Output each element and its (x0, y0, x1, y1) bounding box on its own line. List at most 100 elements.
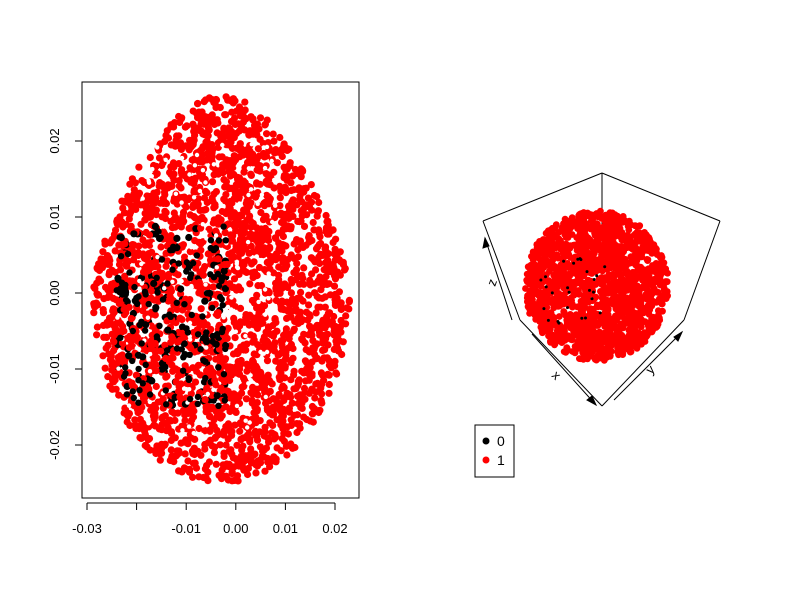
scatter-2d-point-class-1 (324, 370, 332, 378)
scatter-2d-point-class-1 (186, 248, 194, 256)
scatter-3d-point-class-1 (625, 217, 633, 225)
scatter-2d-point-class-1 (266, 243, 274, 252)
scatter-2d-point-class-0 (117, 334, 124, 341)
scatter-2d-point-class-1 (322, 211, 330, 220)
scatter-2d-point-class-1 (267, 330, 275, 339)
scatter-2d-point-class-1 (213, 426, 221, 435)
scatter-3d-point-class-0 (550, 291, 554, 295)
scatter-2d-point-class-1 (273, 398, 281, 406)
scatter-2d-point-class-1 (239, 442, 247, 450)
scatter-2d-point-class-0 (124, 250, 132, 258)
scatter-2d-point-class-1 (225, 124, 234, 132)
scatter-2d-point-class-1 (338, 350, 346, 359)
scatter-3d-point-class-1 (540, 245, 547, 253)
scatter-2d-point-class-1 (165, 417, 173, 426)
scatter-2d-point-class-1 (283, 144, 291, 152)
scatter-2d-point-class-1 (108, 366, 116, 374)
scatter-2d-point-class-1 (333, 370, 341, 378)
scatter-3d-point-class-1 (605, 271, 613, 279)
scatter-3d-point-class-1 (551, 253, 559, 261)
scatter-2d-point-class-1 (123, 334, 131, 343)
scatter-2d-y-tick-label: -0.02 (47, 430, 62, 460)
scatter-2d-point-class-1 (300, 222, 309, 230)
scatter-3d-point-class-0 (556, 320, 560, 323)
scatter-2d-point-class-1 (299, 336, 307, 344)
scatter-3d-point-class-1 (602, 243, 610, 251)
scatter-2d-point-class-1 (332, 235, 340, 243)
scatter-2d-point-class-1 (254, 145, 262, 153)
scatter-2d-point-class-1 (93, 331, 101, 339)
scatter-2d-point-class-1 (322, 272, 330, 281)
scatter-2d-gap (235, 163, 241, 169)
scatter-2d-point-class-1 (162, 262, 170, 270)
scatter-2d-point-class-1 (312, 380, 320, 388)
scatter-3d-point-class-1 (548, 239, 556, 247)
scatter-3d-point-class-0 (580, 316, 584, 320)
scatter-2d-point-class-0 (142, 291, 149, 298)
scatter-2d-gap (137, 286, 142, 291)
scatter-2d-point-class-1 (271, 214, 279, 222)
scatter-2d-point-class-1 (312, 309, 320, 317)
scatter-2d-gap (246, 166, 252, 171)
scatter-2d-gap (256, 299, 261, 305)
scatter-2d-point-class-1 (284, 430, 292, 438)
scatter-3d-point-class-0 (546, 318, 550, 322)
scatter-2d-point-class-1 (251, 268, 259, 276)
scatter-3d-point-class-1 (615, 338, 623, 346)
scatter-2d-gap (147, 351, 153, 357)
scatter-3d-z-label: z (484, 277, 500, 288)
scatter-2d-point-class-1 (246, 280, 254, 288)
scatter-2d-point-class-1 (150, 421, 158, 429)
scatter-3d-point-class-1 (538, 265, 546, 273)
scatter-2d-point-class-1 (255, 263, 264, 272)
scatter-2d-point-class-1 (259, 447, 267, 455)
scatter-2d-point-class-0 (183, 325, 190, 332)
scatter-3d-point-class-1 (523, 276, 531, 284)
scatter-2d-point-class-0 (186, 351, 193, 358)
scatter-2d-point-class-1 (315, 240, 323, 249)
scatter-2d-point-class-1 (264, 371, 272, 379)
scatter-3d-point-class-1 (589, 220, 596, 228)
scatter-2d-gap (197, 188, 203, 194)
scatter-2d-point-class-1 (266, 378, 274, 386)
scatter-2d-point-class-1 (204, 250, 212, 258)
scatter-2d-gap (187, 320, 193, 326)
scatter-2d-point-class-0 (180, 354, 187, 361)
scatter-2d-point-class-1 (251, 450, 259, 458)
scatter-3d-point-class-1 (636, 311, 644, 319)
scatter-2d-point-class-1 (141, 216, 149, 224)
scatter-2d-point-class-1 (247, 113, 255, 121)
scatter-2d-point-class-1 (306, 279, 314, 288)
scatter-3d-point-class-1 (555, 280, 563, 287)
scatter-2d-point-class-1 (201, 445, 209, 453)
scatter-2d-point-class-1 (325, 380, 333, 389)
scatter-2d-point-class-1 (152, 367, 160, 375)
scatter-3d-x-label: x (549, 368, 565, 384)
scatter-2d-point-class-1 (175, 112, 183, 121)
scatter-2d-point-class-1 (294, 380, 302, 388)
scatter-2d-point-class-1 (305, 331, 313, 339)
scatter-2d-point-class-1 (201, 263, 209, 271)
scatter-2d-gap (192, 163, 198, 168)
scatter-2d-point-class-1 (184, 457, 192, 465)
scatter-3d-point-class-1 (622, 341, 630, 348)
scatter-3d-point-class-1 (591, 340, 599, 348)
scatter-2d-point-class-1 (163, 427, 171, 435)
scatter-2d-point-class-0 (156, 322, 163, 329)
scatter-2d-point-class-1 (283, 389, 291, 397)
scatter-2d-point-class-1 (191, 237, 199, 245)
scatter-2d-gap (245, 239, 251, 245)
scatter-3d-point-class-1 (602, 302, 610, 310)
scatter-2d-point-class-0 (129, 357, 136, 365)
scatter-2d-point-class-1 (132, 371, 140, 379)
scatter-2d-gap (228, 307, 234, 312)
scatter-2d-point-class-1 (143, 198, 151, 206)
scatter-3d-point-class-1 (547, 226, 555, 234)
scatter-2d-point-class-1 (279, 424, 287, 432)
scatter-2d-point-class-1 (133, 333, 141, 341)
scatter-3d-point-class-1 (618, 243, 625, 250)
scatter-3d-point-class-1 (529, 271, 536, 279)
scatter-3d-point-class-1 (631, 331, 639, 339)
scatter-2d-point-class-0 (130, 394, 137, 402)
scatter-2d-gap (162, 286, 167, 291)
